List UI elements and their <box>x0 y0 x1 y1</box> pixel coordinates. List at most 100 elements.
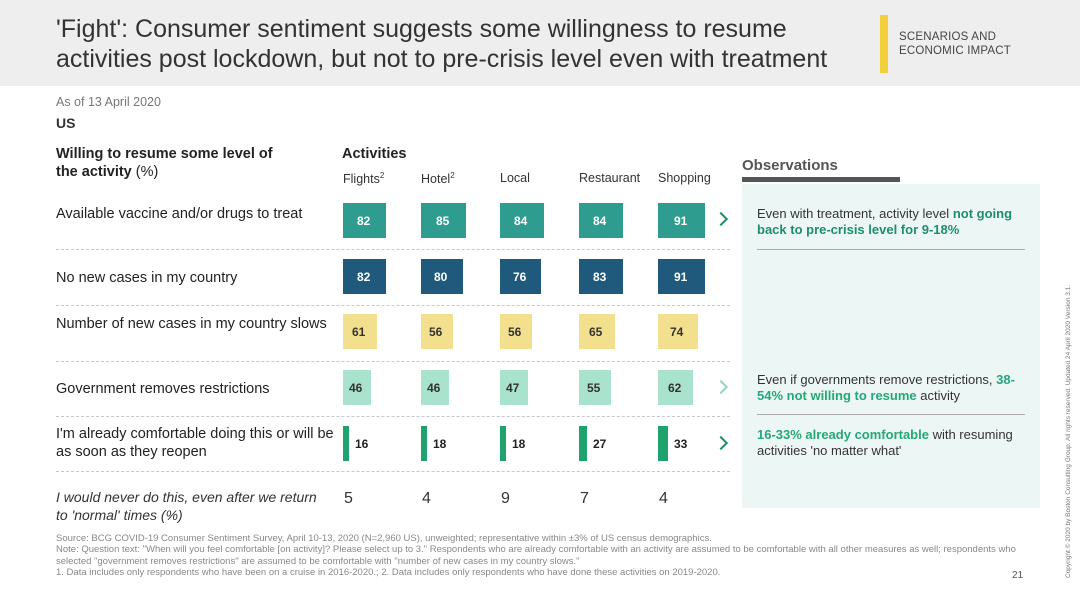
data-label: 46 <box>349 381 363 395</box>
footnotes: Source: BCG COVID-19 Consumer Sentiment … <box>56 533 1016 578</box>
column-label: Hotel2 <box>421 171 455 187</box>
column-label: Local <box>500 171 530 185</box>
bar <box>658 259 705 294</box>
country-label: US <box>56 115 76 131</box>
data-label: 74 <box>670 325 684 339</box>
page-number: 21 <box>1012 570 1024 581</box>
row-divider <box>56 361 730 362</box>
observation-2-post: activity <box>916 388 960 403</box>
bar <box>343 203 386 238</box>
bar <box>579 426 587 461</box>
never-label: I would never do this, even after we ret… <box>56 489 317 523</box>
row-divider <box>56 471 730 472</box>
data-label: 47 <box>506 381 520 395</box>
row-label: Available vaccine and/or drugs to treat <box>56 206 303 222</box>
footnote-definitions: 1. Data includes only respondents who ha… <box>56 566 721 578</box>
bar <box>421 259 463 294</box>
data-label: 80 <box>434 270 448 284</box>
bar <box>343 426 349 461</box>
bar <box>658 203 705 238</box>
observations-panel <box>742 184 1040 508</box>
bar <box>421 426 427 461</box>
data-label: 76 <box>513 270 527 284</box>
bar <box>343 370 371 405</box>
data-label: 84 <box>514 214 528 228</box>
chevron-right-icon <box>713 435 729 451</box>
never-value: 7 <box>580 490 589 507</box>
row-header: Willing to resume some level of the acti… <box>56 145 296 181</box>
never-value: 4 <box>659 490 668 507</box>
bar <box>579 259 623 294</box>
observation-2-emphasis: 38-54% not willing to resume <box>757 372 1015 403</box>
column-label: Shopping <box>658 171 711 185</box>
observations-title: Observations <box>742 157 838 174</box>
row-label: Number of new cases in my country slows <box>56 316 327 332</box>
observations-underline <box>742 177 900 182</box>
data-label: 46 <box>427 381 441 395</box>
row-divider <box>56 416 730 417</box>
data-label: 56 <box>508 325 522 339</box>
observation-1: Even with treatment, activity level not … <box>757 206 1027 238</box>
data-label: 82 <box>357 214 371 228</box>
never-value: 5 <box>344 490 353 507</box>
observation-2-pre: Even if governments remove restrictions, <box>757 372 997 387</box>
data-label: 61 <box>352 325 366 339</box>
bar <box>500 314 532 349</box>
accent-bar <box>880 15 888 73</box>
data-label: 62 <box>668 381 682 395</box>
bar <box>421 314 453 349</box>
footnote-note: Note: Question text: "When will you feel… <box>56 544 1016 567</box>
column-label: Flights2 <box>343 171 385 187</box>
bar <box>658 314 698 349</box>
bar <box>500 259 541 294</box>
footnote-source: Source: BCG COVID-19 Consumer Sentiment … <box>56 533 712 544</box>
data-label: 27 <box>593 437 607 451</box>
observation-1-emphasis: not going back to pre-crisis level for 9… <box>757 206 1013 237</box>
chevron-right-icon <box>713 379 729 395</box>
observation-1-pre: Even with treatment, activity level <box>757 206 953 221</box>
never-value: 4 <box>422 490 431 507</box>
header-band: 'Fight': Consumer sentiment suggests som… <box>0 0 1080 86</box>
as-of-date: As of 13 April 2020 <box>56 95 161 109</box>
data-label: 82 <box>357 270 371 284</box>
row-divider <box>56 305 730 306</box>
section-label: SCENARIOS AND ECONOMIC IMPACT <box>899 31 1012 57</box>
data-label: 91 <box>674 270 688 284</box>
data-label: 55 <box>587 381 601 395</box>
bar <box>579 203 623 238</box>
data-label: 33 <box>674 437 688 451</box>
bar <box>500 370 528 405</box>
observation-3: 16-33% already comfortable with resuming… <box>757 427 1027 459</box>
row-label: Government removes restrictions <box>56 381 270 397</box>
bar <box>421 203 466 238</box>
data-label: 16 <box>355 437 369 451</box>
data-label: 91 <box>674 214 688 228</box>
chevron-right-icon <box>713 211 729 227</box>
bar <box>421 370 449 405</box>
never-value: 9 <box>501 490 510 507</box>
observation-divider-2 <box>757 414 1025 415</box>
observation-3-emphasis: 16-33% already comfortable <box>757 427 929 442</box>
data-label: 84 <box>593 214 607 228</box>
data-label: 65 <box>589 325 603 339</box>
observation-divider-1 <box>757 249 1025 250</box>
row-divider <box>56 249 730 250</box>
row-label: No new cases in my country <box>56 270 238 286</box>
copyright: Copyright © 2020 by Boston Consulting Gr… <box>1065 284 1072 578</box>
data-label: 56 <box>429 325 443 339</box>
bar <box>658 370 693 405</box>
data-label: 18 <box>512 437 526 451</box>
bar <box>343 314 377 349</box>
observation-2: Even if governments remove restrictions,… <box>757 372 1027 404</box>
bar <box>658 426 668 461</box>
bar <box>579 314 615 349</box>
column-label-superscript: 2 <box>450 171 455 180</box>
bar <box>500 426 506 461</box>
row-label: I'm already comfortable doing this or wi… <box>56 426 334 460</box>
column-label: Restaurant <box>579 171 641 185</box>
observation-3-post: with resuming activities 'no matter what… <box>757 427 1013 458</box>
row-header-text: Willing to resume some level of the acti… <box>56 146 273 180</box>
data-label: 85 <box>436 214 450 228</box>
row-header-unit: (%) <box>135 164 159 180</box>
page-title: 'Fight': Consumer sentiment suggests som… <box>56 15 828 73</box>
